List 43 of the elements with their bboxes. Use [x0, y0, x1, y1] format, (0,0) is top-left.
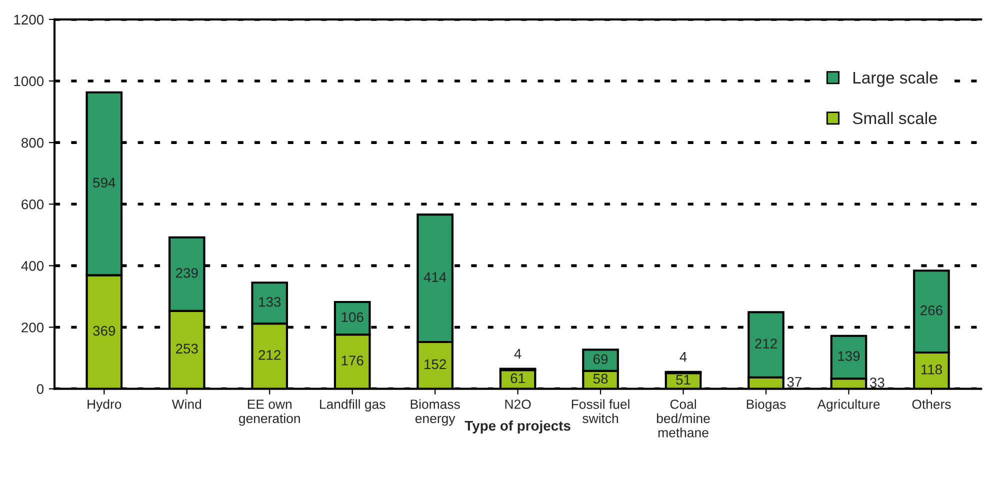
data-label: 212: [755, 338, 777, 348]
x-tick-label: EE own generation: [238, 400, 300, 426]
y-tick-label: 200: [22, 322, 44, 332]
x-tick-label: Biogas: [746, 399, 786, 412]
legend-label: Large scale: [854, 71, 938, 87]
data-label: 133: [259, 296, 281, 307]
x-tick-label: Biomass energy: [410, 399, 460, 426]
data-label: 106: [342, 312, 364, 322]
x-tick-label: Agriculture: [817, 399, 880, 412]
y-tick-label: 0: [36, 384, 44, 394]
x-tick-label: Fossil fuel switch: [572, 399, 630, 424]
data-label: 253: [176, 344, 198, 354]
data-label: 176: [342, 356, 364, 366]
y-tick-label: 800: [22, 138, 44, 148]
y-tick-label: 1200: [14, 14, 44, 25]
data-label: 118: [921, 364, 942, 374]
data-label: 51: [676, 374, 690, 385]
data-label: 414: [424, 272, 446, 282]
data-label: 4: [514, 348, 522, 359]
data-label: 69: [594, 354, 608, 364]
data-label: 212: [258, 350, 280, 360]
x-tick-label: N2O: [505, 400, 531, 409]
data-label: 266: [920, 305, 942, 316]
data-label: 33: [870, 378, 884, 388]
data-label: 152: [424, 359, 446, 370]
y-tick-label: 600: [22, 199, 44, 210]
x-tick-label: Hydro: [88, 399, 122, 412]
data-label: 61: [510, 373, 525, 384]
data-label: 369: [93, 326, 116, 336]
data-label: 239: [176, 268, 198, 278]
data-label: 4: [680, 352, 687, 362]
x-axis-title: Type of projects: [464, 420, 570, 434]
x-tick-label: Coal bed/mine methane: [656, 399, 710, 438]
y-tick-label: 400: [21, 261, 44, 271]
y-tick-label: 1000: [14, 76, 44, 86]
x-tick-label: Landfill gas: [320, 399, 386, 412]
data-label: 139: [838, 351, 860, 361]
data-label: 37: [787, 377, 802, 387]
legend-label: Small scale: [852, 112, 937, 124]
x-tick-label: Others: [912, 399, 951, 409]
data-label: 594: [93, 178, 116, 188]
x-tick-label: Wind: [172, 399, 202, 409]
data-label: 58: [593, 374, 608, 384]
